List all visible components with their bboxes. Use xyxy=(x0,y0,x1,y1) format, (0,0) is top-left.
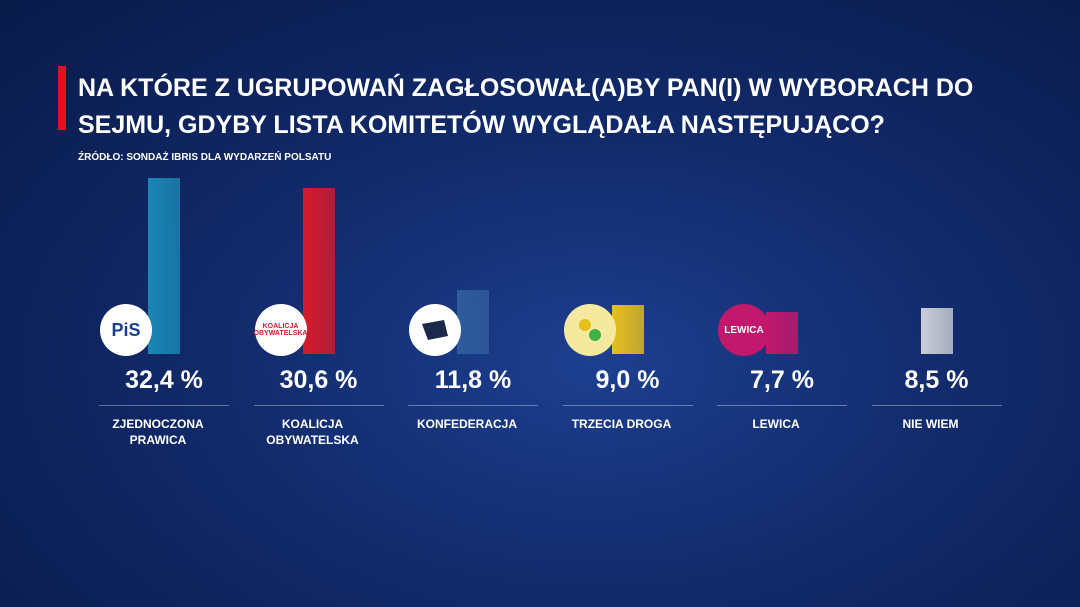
value-label: 8,5 % xyxy=(904,366,969,394)
party-logo: KOALICJA OBYWATELSKA xyxy=(254,304,307,356)
chart-title: NA KTÓRE Z UGRUPOWAŃ ZAGŁOSOWAŁ(A)BY PAN… xyxy=(78,74,974,139)
logo-icon xyxy=(422,320,448,340)
separator xyxy=(408,405,538,406)
bar xyxy=(148,178,180,354)
separator xyxy=(99,405,229,406)
source: ŹRÓDŁO: SONDAŻ IBRIS DLA WYDARZEŃ POLSAT… xyxy=(78,152,332,163)
accent-bar xyxy=(58,66,66,130)
party-logo: LEWICA xyxy=(718,304,770,356)
party-logo xyxy=(563,304,616,356)
bar xyxy=(611,305,644,354)
category-label: ZJEDNOCZONA PRAWICA xyxy=(112,417,204,447)
separator xyxy=(562,405,693,406)
value-label: 11,8 % xyxy=(434,366,512,394)
separator xyxy=(253,405,384,406)
category-label: NIE WIEM xyxy=(902,417,959,431)
bar xyxy=(457,289,489,354)
value-label: 30,6 % xyxy=(279,366,358,394)
category-label: KONFEDERACJA xyxy=(416,417,517,431)
value-label: 7,7 % xyxy=(750,366,814,394)
separator xyxy=(871,405,1002,406)
value-label: 32,4 % xyxy=(125,366,203,394)
bar xyxy=(302,187,335,354)
category-label: TRZECIA DROGA xyxy=(571,417,672,431)
bar xyxy=(766,312,798,354)
category-label: LEWICA xyxy=(752,417,800,431)
category-label: KOALICJA OBYWATELSKA xyxy=(266,417,359,447)
value-label: 9,0 % xyxy=(595,366,660,394)
logo-icon xyxy=(578,319,601,341)
party-logo xyxy=(409,304,461,356)
bar xyxy=(920,307,953,354)
separator xyxy=(717,405,847,406)
party-logo: PiS xyxy=(100,304,152,356)
